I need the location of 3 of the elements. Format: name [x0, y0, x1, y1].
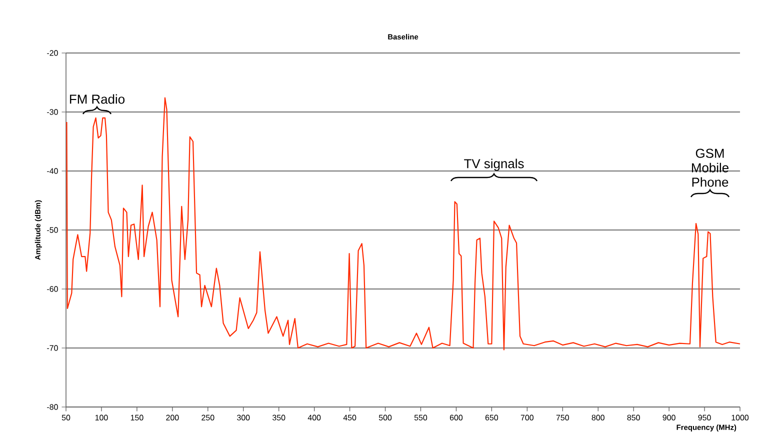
annotation: GSM Mobile Phone — [692, 148, 728, 187]
annotation: TV signals — [464, 158, 524, 171]
annotation: FM Radio — [70, 94, 125, 104]
